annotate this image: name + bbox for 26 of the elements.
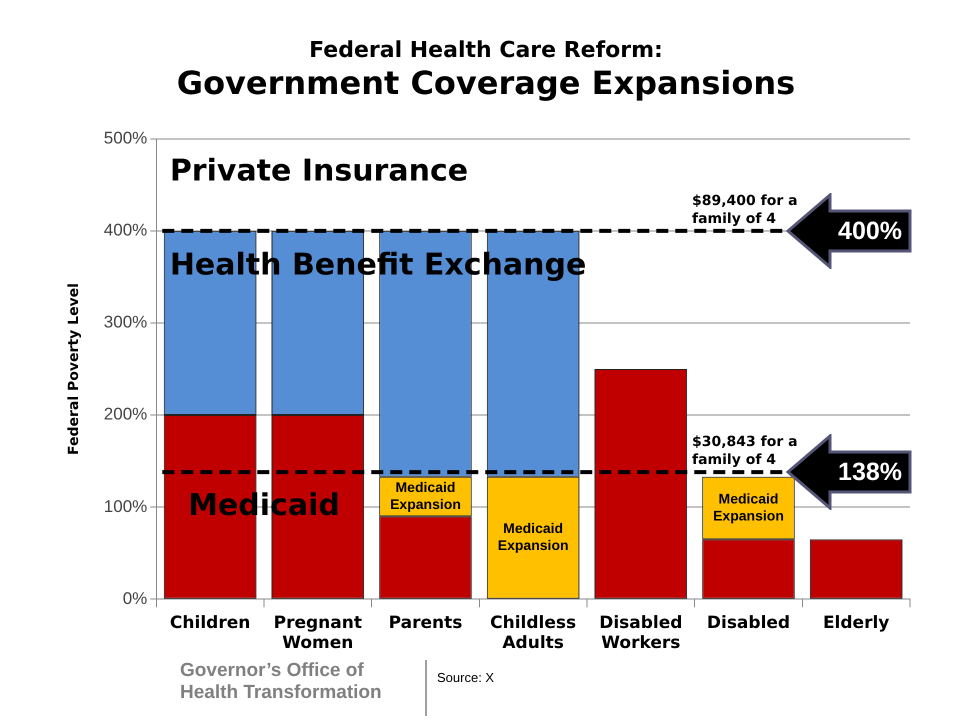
x-tick-label: Disabled Workers [599, 612, 682, 654]
ref-line-label: $30,843 for a family of 4 [692, 434, 798, 468]
annotation: 400% [838, 216, 902, 247]
x-tick-label: Parents [388, 612, 462, 633]
text: Medicaid Expansion [498, 520, 569, 554]
x-tick-label: Pregnant Women [274, 612, 362, 654]
chart-subtitle: Government Coverage Expansions [176, 64, 796, 102]
y-tick-label: 300% [104, 312, 148, 332]
y-axis-title: Federal Poverty Level [66, 283, 82, 455]
annotation: 138% [838, 457, 902, 488]
text: Governor’s Office of Health Transformation [180, 660, 383, 704]
x-tick-label: Children [170, 612, 250, 633]
source-note: Source: X [437, 669, 494, 685]
x-tick-label: Elderly [822, 612, 890, 633]
x-tick-label: Childless Adults [490, 612, 576, 654]
x-tick-label: Disabled [706, 612, 790, 633]
ref-line-label: $89,400 for a family of 4 [692, 192, 798, 227]
series-label: Medicaid Expansion [390, 478, 461, 512]
y-tick-label: 500% [104, 128, 148, 148]
y-tick-label: 400% [104, 220, 148, 240]
y-tick-label: 200% [104, 404, 148, 424]
annotation: Private Insurance [170, 154, 468, 189]
y-tick-label: 100% [104, 496, 148, 516]
y-tick-label: 0% [122, 588, 148, 608]
chart-title: Federal Health Care Reform: [309, 38, 663, 63]
text: Medicaid Expansion [713, 490, 784, 524]
